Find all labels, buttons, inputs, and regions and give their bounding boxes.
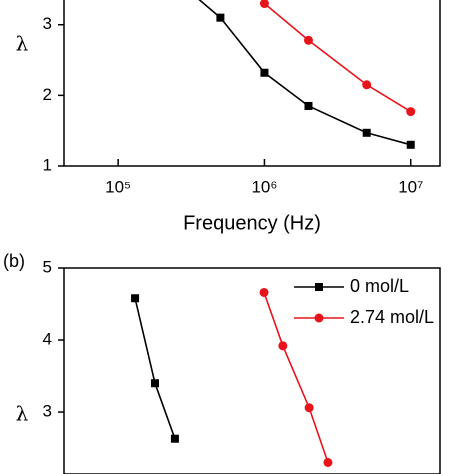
marker <box>150 379 159 388</box>
marker <box>362 80 372 90</box>
marker <box>303 35 313 45</box>
marker <box>304 403 314 413</box>
legend-marker <box>314 313 324 323</box>
x-tick-label: 10⁷ <box>398 177 423 196</box>
x-tick-label: 10⁵ <box>105 177 131 196</box>
legend-marker <box>315 283 323 291</box>
y-tick-label: 1 <box>43 155 52 174</box>
marker <box>216 13 225 22</box>
y-tick-label: 4 <box>43 330 52 349</box>
y-axis-label: λ <box>16 32 29 56</box>
marker <box>170 434 179 443</box>
series-line <box>134 298 176 439</box>
marker <box>259 0 269 9</box>
x-tick-label: 10⁶ <box>251 177 277 196</box>
marker <box>406 140 415 149</box>
marker <box>259 287 269 297</box>
series-line <box>263 2 412 113</box>
y-tick-label: 5 <box>43 257 52 276</box>
plot-frame <box>63 267 441 474</box>
y-tick-label: 3 <box>43 14 52 33</box>
marker <box>278 341 288 351</box>
marker <box>362 128 371 137</box>
series-line <box>263 292 329 463</box>
legend-label: 0 mol/L <box>350 276 409 296</box>
panel-label: (b) <box>3 251 25 271</box>
y-tick-label: 2 <box>43 85 52 104</box>
marker <box>131 294 140 303</box>
y-axis-label: λ <box>16 402 29 426</box>
y-tick-label: 3 <box>43 402 52 421</box>
plot-area <box>198 0 416 149</box>
chart: 3 4 5 λ (b) 0 mol/L 2.74 mol/L <box>3 251 441 474</box>
plot-frame <box>63 0 441 167</box>
marker <box>323 457 333 467</box>
x-axis-label: Frequency (Hz) <box>183 212 321 234</box>
marker <box>304 101 313 110</box>
legend-label: 2.74 mol/L <box>350 307 434 327</box>
series-line <box>198 0 411 146</box>
chart: 1 2 3 10⁵ 10⁶ 10⁷ Frequency (Hz) λ <box>16 0 441 234</box>
plot-area <box>131 287 333 467</box>
marker <box>260 68 269 77</box>
marker <box>406 107 416 117</box>
